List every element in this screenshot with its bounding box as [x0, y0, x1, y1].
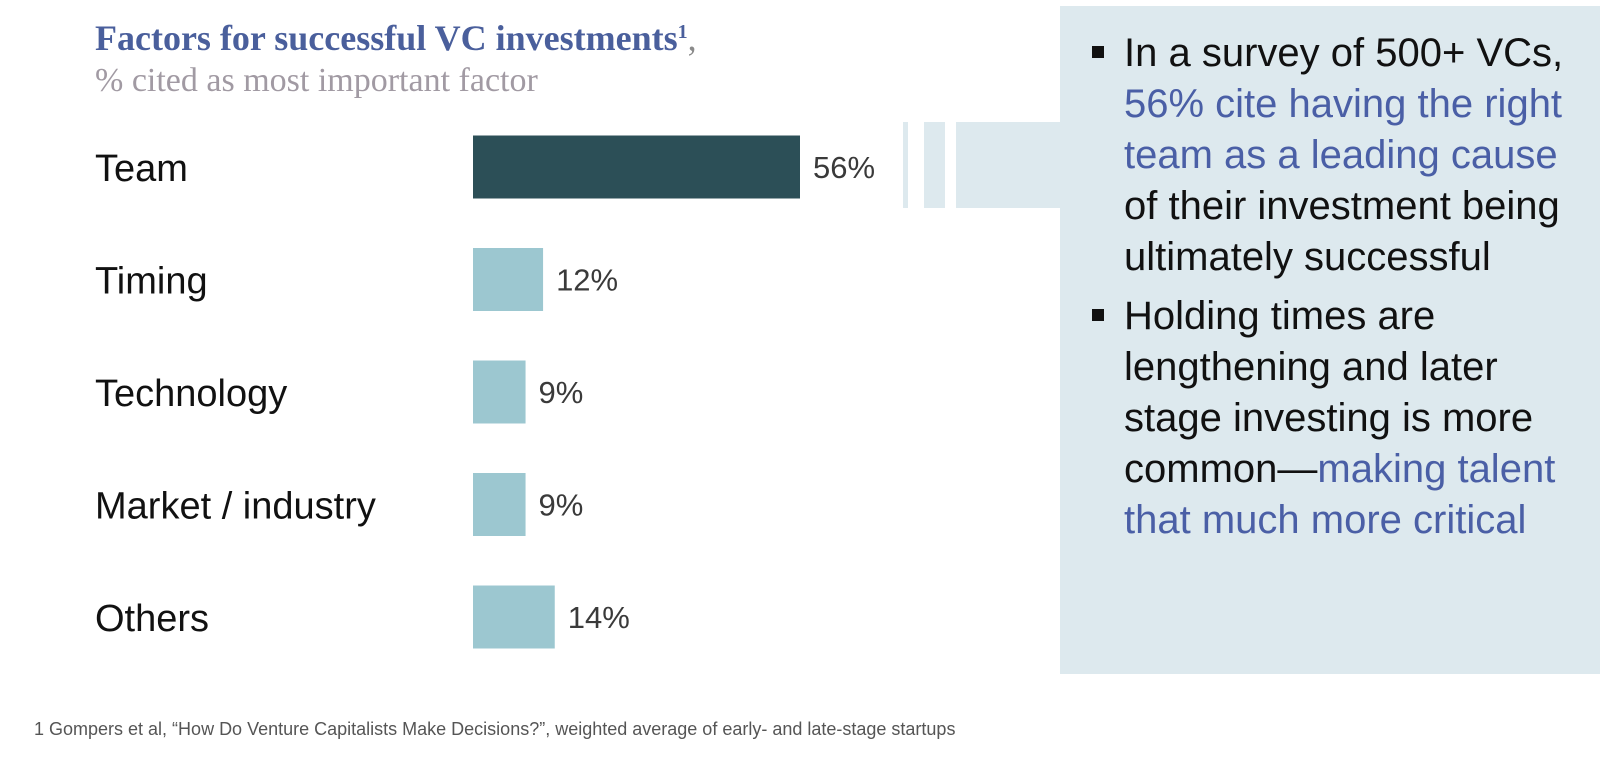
bar-timing: [473, 248, 544, 311]
callout-bullet-2: Holding times are lengthening and later …: [1090, 291, 1580, 546]
chart-title-text: Factors for successful VC investments: [95, 18, 678, 58]
footnote: 1 Gompers et al, “How Do Venture Capital…: [34, 719, 956, 739]
category-label-technology: Technology: [95, 373, 287, 415]
callout-box: In a survey of 500+ VCs, 56% cite having…: [1060, 6, 1600, 674]
value-label-technology: 9%: [539, 375, 584, 410]
chart-header: Factors for successful VC investments1, …: [95, 14, 697, 100]
title-comma: ,: [687, 18, 697, 58]
callout-highlight-text: making talent that much more critical: [1124, 447, 1556, 542]
bar-team: [473, 135, 800, 199]
category-label-others: Others: [95, 598, 209, 640]
category-label-market-industry: Market / industry: [95, 486, 376, 528]
callout-highlight-text: 56% cite having the right team as a lead…: [1124, 82, 1563, 177]
chart-subtitle: % cited as most important factor: [95, 62, 538, 99]
value-label-market-industry: 9%: [539, 488, 584, 523]
callout-text: Holding times are lengthening and later …: [1124, 294, 1534, 491]
bar-others: [473, 585, 555, 649]
value-label-timing: 12%: [556, 263, 618, 298]
square-bullet-icon: [1092, 46, 1104, 58]
bar-technology: [473, 360, 526, 424]
bar-chart: Team 56% Timing 12% Technology 9% Market / ind…: [95, 135, 875, 649]
category-label-timing: Timing: [95, 261, 208, 303]
callout-text: of their investment being ultimately suc…: [1124, 184, 1560, 279]
value-label-others: 14%: [568, 600, 630, 635]
bar-market-industry: [473, 473, 526, 536]
square-bullet-icon: [1092, 309, 1104, 321]
value-label-team: 56%: [813, 150, 875, 185]
callout-connector-stripe-3: [956, 122, 1066, 208]
category-label-team: Team: [95, 148, 188, 190]
chart-title: Factors for successful VC investments1,: [95, 14, 697, 62]
callout-connector-stripe-1: [903, 122, 908, 208]
title-footnote-marker: 1: [677, 21, 688, 43]
callout-bullet-1: In a survey of 500+ VCs, 56% cite having…: [1090, 28, 1580, 283]
callout-connector-stripe-2: [924, 122, 945, 208]
callout-bullet-list: In a survey of 500+ VCs, 56% cite having…: [1090, 28, 1580, 554]
callout-text: In a survey of 500+ VCs,: [1124, 31, 1564, 75]
